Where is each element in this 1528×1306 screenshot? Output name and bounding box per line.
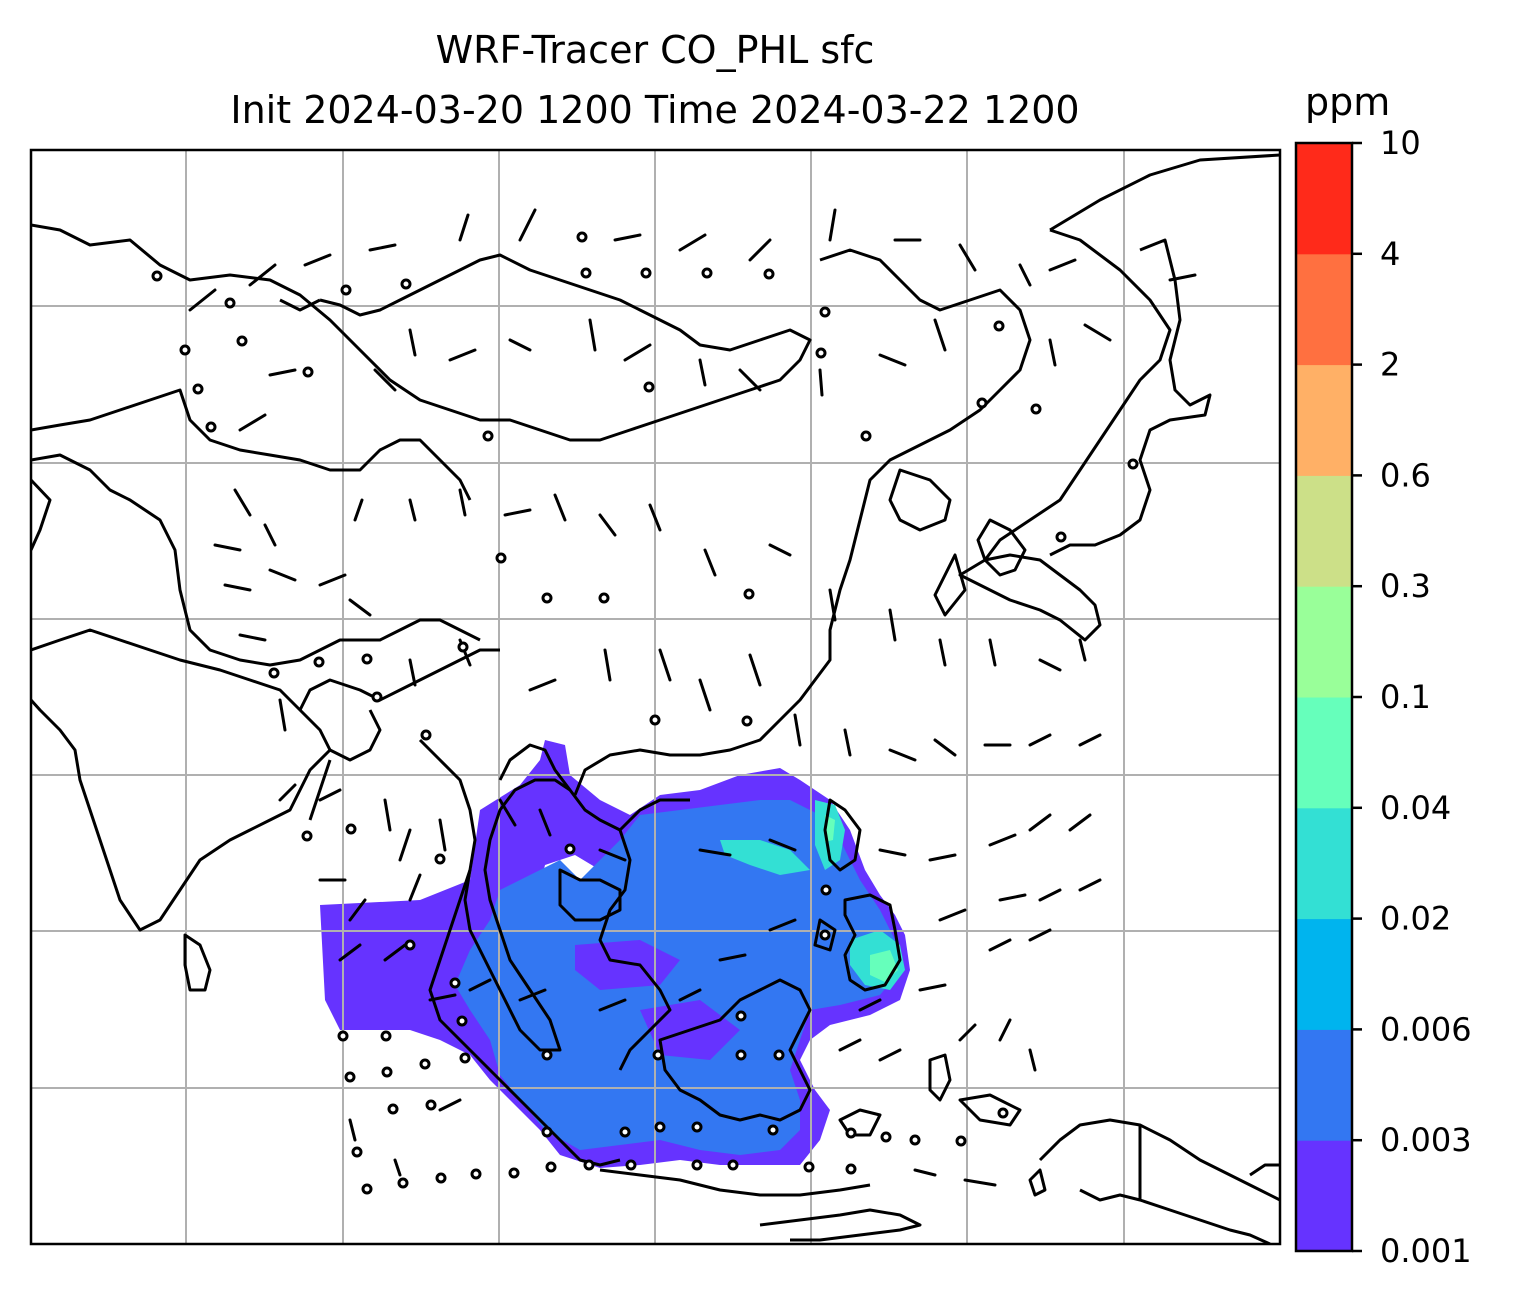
map-frame [29,148,1282,1246]
coastlines-borders [31,153,1280,1244]
tracer-plume [320,740,910,1168]
plume-level-3 [720,840,810,875]
wind-barbs [188,208,1197,1187]
plume-level-2-cut1 [575,940,680,990]
map-title-line1: WRF-Tracer CO_PHL sfc [435,28,875,72]
plume-level-2 [455,800,900,1155]
map-gridlines [31,150,1280,1244]
calm-wind-markers [151,231,1139,1195]
map-title-line2: Init 2024-03-20 1200 Time 2024-03-22 120… [230,88,1080,132]
colorbar-unit-label: ppm [1305,80,1391,124]
